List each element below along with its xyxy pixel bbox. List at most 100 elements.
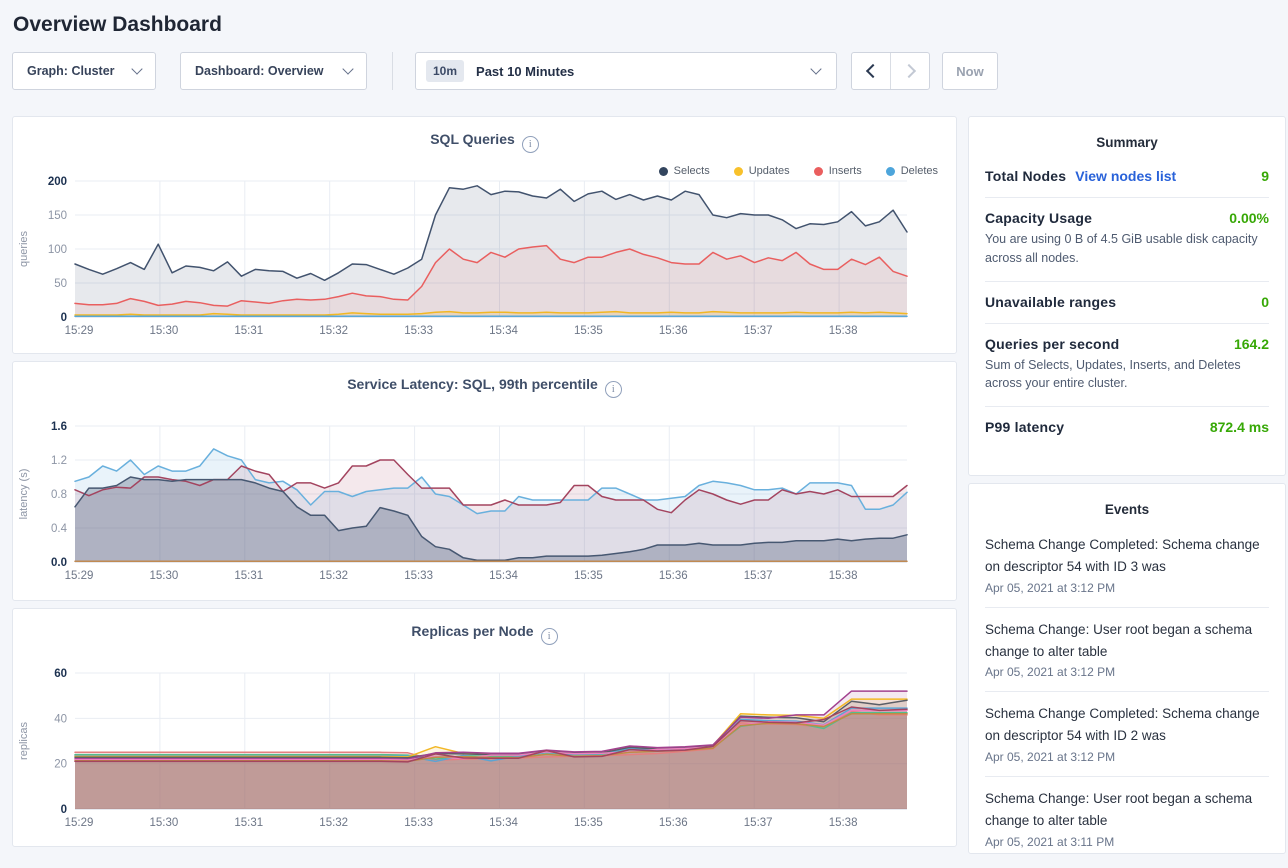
charts-column: SQL Queries i Selects Updates Inserts Del… (12, 116, 957, 854)
summary-row: Capacity Usage 0.00% You are using 0 B o… (985, 197, 1269, 281)
time-forward-button[interactable] (890, 53, 929, 89)
chart-title-row: Replicas per Node i (13, 609, 956, 645)
summary-row-label: Total Nodes (985, 168, 1067, 184)
svg-text:15:35: 15:35 (574, 570, 603, 582)
svg-text:15:33: 15:33 (404, 817, 433, 829)
summary-row: Queries per second 164.2 Sum of Selects,… (985, 322, 1269, 407)
svg-text:queries: queries (18, 230, 30, 267)
chart-legend: Selects Updates Inserts Deletes (658, 165, 938, 177)
info-icon[interactable]: i (521, 136, 539, 153)
chart-title-row: SQL Queries i (13, 117, 956, 153)
event-item: Schema Change Completed: Schema change o… (985, 523, 1269, 607)
summary-row-description: You are using 0 B of 4.5 GiB usable disk… (985, 232, 1258, 265)
svg-text:100: 100 (48, 244, 67, 256)
svg-text:15:37: 15:37 (744, 325, 773, 337)
summary-row-description: Sum of Selects, Updates, Inserts, and De… (985, 357, 1241, 391)
svg-text:15:34: 15:34 (489, 817, 518, 829)
chevron-right-icon (901, 63, 916, 79)
legend-item: Selects (658, 165, 710, 177)
event-text: Schema Change: User root began a schema … (985, 621, 1253, 659)
summary-row-value: 164.2 (1233, 335, 1269, 352)
svg-text:15:38: 15:38 (829, 570, 858, 582)
info-icon[interactable]: i (604, 381, 622, 398)
svg-text:15:32: 15:32 (319, 817, 348, 829)
event-text: Schema Change Completed: Schema change o… (985, 537, 1260, 574)
legend-label: Updates (748, 165, 790, 177)
time-range-badge: 10m (426, 60, 465, 82)
sidebar: Summary Total Nodes View nodes list 9 Ca… (968, 116, 1286, 854)
svg-text:15:35: 15:35 (574, 817, 603, 829)
chart-title: Service Latency: SQL, 99th percentile (347, 376, 598, 392)
chevron-left-icon (865, 63, 880, 79)
event-text: Schema Change Completed: Schema change o… (985, 706, 1260, 744)
svg-text:15:30: 15:30 (150, 570, 179, 582)
svg-text:15:35: 15:35 (574, 325, 603, 337)
time-range-label: Past 10 Minutes (476, 63, 575, 79)
replicas-per-node-chart[interactable]: 0 20 40 60 15:29 15:30 15:31 15:32 15:33 15:34 15:… (13, 649, 956, 845)
svg-text:15:34: 15:34 (489, 325, 518, 337)
info-icon[interactable]: i (540, 628, 558, 645)
graph-dropdown-label: Graph: Cluster (27, 64, 115, 78)
svg-text:1.6: 1.6 (51, 421, 67, 433)
summary-row: Total Nodes View nodes list 9 (985, 156, 1269, 197)
svg-text:60: 60 (54, 668, 67, 680)
now-button[interactable]: Now (942, 52, 998, 90)
event-item: Schema Change Completed: Schema change o… (985, 691, 1269, 776)
event-timestamp: Apr 05, 2021 at 3:12 PM (985, 580, 1116, 595)
svg-text:15:36: 15:36 (659, 570, 688, 582)
svg-text:15:29: 15:29 (65, 325, 94, 337)
svg-text:15:38: 15:38 (829, 817, 858, 829)
events-title: Events (1104, 502, 1150, 517)
legend-label: Selects (673, 165, 710, 177)
svg-text:15:36: 15:36 (659, 817, 688, 829)
svg-text:15:31: 15:31 (234, 817, 263, 829)
svg-text:15:31: 15:31 (234, 325, 263, 337)
time-back-button[interactable] (852, 53, 890, 89)
legend-dot-icon (885, 166, 895, 176)
view-nodes-link[interactable]: View nodes list (1075, 168, 1177, 184)
summary-row: Unavailable ranges 0 (985, 280, 1269, 323)
event-timestamp: Apr 05, 2021 at 3:11 PM (985, 834, 1115, 849)
svg-text:replicas: replicas (18, 722, 30, 760)
svg-text:15:34: 15:34 (489, 570, 518, 582)
svg-text:15:29: 15:29 (65, 570, 94, 582)
page-title: Overview Dashboard (13, 13, 222, 36)
graph-dropdown[interactable]: Graph: Cluster (12, 52, 156, 90)
svg-text:15:30: 15:30 (150, 325, 179, 337)
summary-row-value: 0.00% (1229, 210, 1269, 226)
svg-text:15:38: 15:38 (829, 325, 858, 337)
svg-text:15:32: 15:32 (319, 325, 348, 337)
svg-text:15:33: 15:33 (404, 325, 433, 337)
legend-item: Updates (733, 165, 790, 177)
chart-title: Replicas per Node (411, 623, 534, 639)
chevron-down-icon (342, 63, 354, 75)
svg-text:150: 150 (48, 210, 67, 222)
sql-queries-chart[interactable]: 0 50 100 150 200 15:29 15:30 15:31 15:32 15:33 15:… (13, 157, 956, 353)
svg-text:15:36: 15:36 (659, 325, 688, 337)
legend-dot-icon (658, 166, 668, 176)
legend-label: Deletes (900, 165, 938, 177)
svg-text:0.8: 0.8 (51, 489, 67, 501)
svg-text:20: 20 (54, 759, 67, 771)
chevron-down-icon (131, 63, 143, 75)
summary-row-value: 0 (1261, 293, 1269, 310)
svg-text:15:33: 15:33 (404, 570, 433, 582)
summary-row: P99 latency 872.4 ms (985, 406, 1269, 448)
time-range-picker[interactable]: 10m Past 10 Minutes (415, 52, 837, 90)
summary-panel: Summary Total Nodes View nodes list 9 Ca… (968, 116, 1286, 476)
summary-row-label: Queries per second (985, 335, 1120, 352)
event-timestamp: Apr 05, 2021 at 3:12 PM (985, 665, 1116, 680)
chart-card-sql-queries: SQL Queries i Selects Updates Inserts Del… (12, 116, 957, 354)
event-item: Schema Change: User root began a schema … (985, 606, 1269, 692)
chevron-down-icon (810, 63, 822, 75)
chart-title-row: Service Latency: SQL, 99th percentile i (13, 362, 956, 398)
summary-row-label: Capacity Usage (985, 210, 1093, 226)
svg-text:1.2: 1.2 (51, 455, 67, 467)
events-panel: Events Schema Change Completed: Schema c… (968, 483, 1286, 854)
svg-text:15:30: 15:30 (150, 817, 179, 829)
svg-text:0: 0 (61, 804, 67, 816)
dashboard-dropdown[interactable]: Dashboard: Overview (180, 52, 367, 90)
service-latency-chart[interactable]: 0.0 0.4 0.8 1.2 1.6 15:29 15:30 15:31 15:32 15:33… (13, 402, 956, 598)
summary-row-value: 9 (1261, 168, 1269, 184)
chart-card-service-latency: Service Latency: SQL, 99th percentile i 0… (12, 361, 957, 601)
